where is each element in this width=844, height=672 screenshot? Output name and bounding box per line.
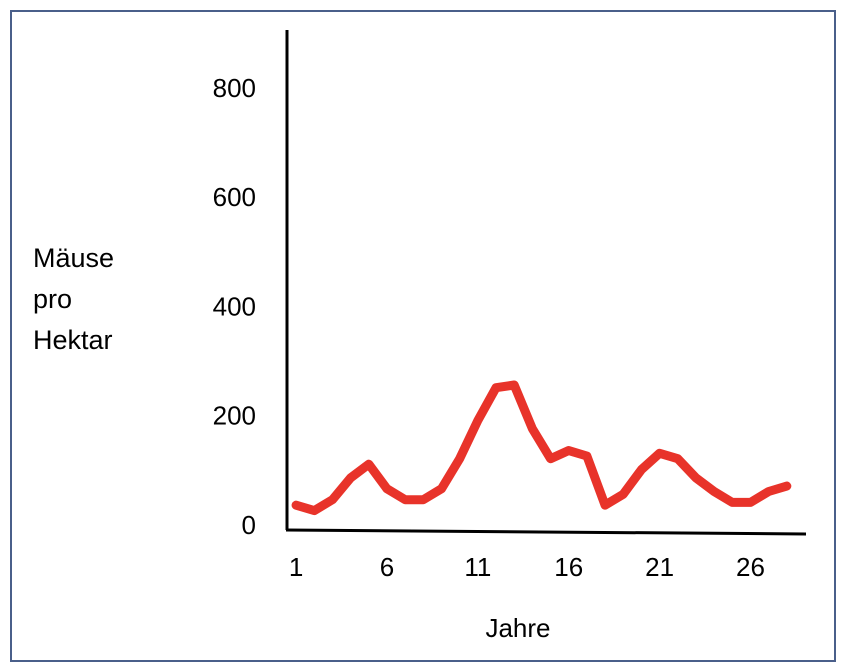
x-tick-label: 21 bbox=[645, 552, 674, 582]
x-tick-label: 26 bbox=[736, 552, 765, 582]
y-tick-label: 200 bbox=[213, 401, 256, 431]
x-tick-label: 1 bbox=[289, 552, 303, 582]
frame bbox=[10, 10, 836, 662]
x-axis-label: Jahre bbox=[485, 613, 550, 643]
y-tick-label: 400 bbox=[213, 291, 256, 321]
y-axis-label: Mäuse pro Hektar bbox=[33, 243, 115, 355]
x-tick-label: 6 bbox=[380, 552, 394, 582]
x-axis bbox=[285, 528, 807, 536]
y-tick-label: 800 bbox=[213, 73, 256, 103]
y-tick-label: 0 bbox=[242, 510, 256, 540]
x-tick-label: 16 bbox=[554, 552, 583, 582]
x-tick-label: 11 bbox=[464, 552, 491, 582]
data-line bbox=[291, 380, 792, 516]
y-tick-label: 600 bbox=[213, 182, 256, 212]
